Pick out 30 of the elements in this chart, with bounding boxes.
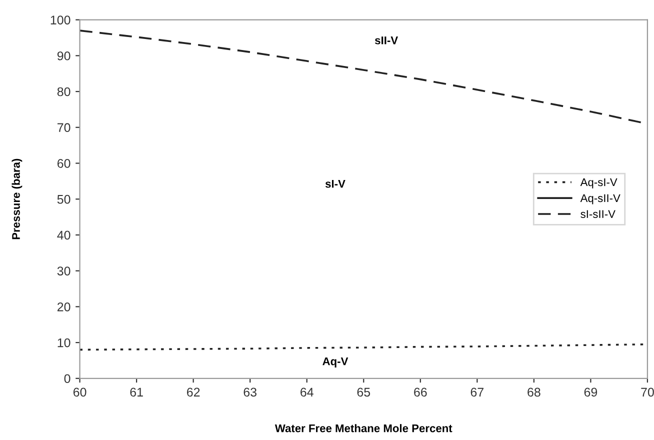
y-tick-label: 30 xyxy=(57,266,70,276)
annotation: sI-V xyxy=(325,180,346,188)
y-tick-label: 40 xyxy=(57,230,70,240)
y-tick-label: 70 xyxy=(58,123,70,132)
y-tick-label: 10 xyxy=(58,338,70,348)
x-tick-label: 62 xyxy=(187,388,200,397)
legend-label: Aq-sII-V xyxy=(580,194,620,204)
x-tick-label: 65 xyxy=(357,388,370,397)
y-tick-label: 0 xyxy=(64,374,70,384)
annotation: Aq-V xyxy=(322,357,348,368)
x-tick-label: 67 xyxy=(470,388,484,397)
y-axis-title: Pressure (bara) xyxy=(12,158,22,240)
x-tick-label: 70 xyxy=(641,388,654,397)
x-tick-label: 60 xyxy=(73,388,86,397)
y-tick-label: 80 xyxy=(57,87,70,96)
x-axis-title: Water Free Methane Mole Percent xyxy=(274,424,452,432)
y-tick-label: 100 xyxy=(50,16,70,24)
y-tick-label: 90 xyxy=(57,51,70,60)
x-tick-label: 68 xyxy=(528,388,540,397)
x-tick-label: 61 xyxy=(130,388,143,397)
y-tick-label: 20 xyxy=(57,302,70,312)
x-tick-label: 66 xyxy=(414,388,427,397)
legend-label: Aq-sI-V xyxy=(580,178,618,188)
annotation: sII-V xyxy=(374,36,398,44)
x-tick-label: 63 xyxy=(244,388,256,397)
y-tick-label: 50 xyxy=(57,194,70,204)
x-tick-label: 69 xyxy=(584,388,598,397)
x-tick-label: 64 xyxy=(300,388,314,397)
y-tick-label: 60 xyxy=(57,159,70,168)
legend-label: sI-sII-V xyxy=(580,210,616,218)
